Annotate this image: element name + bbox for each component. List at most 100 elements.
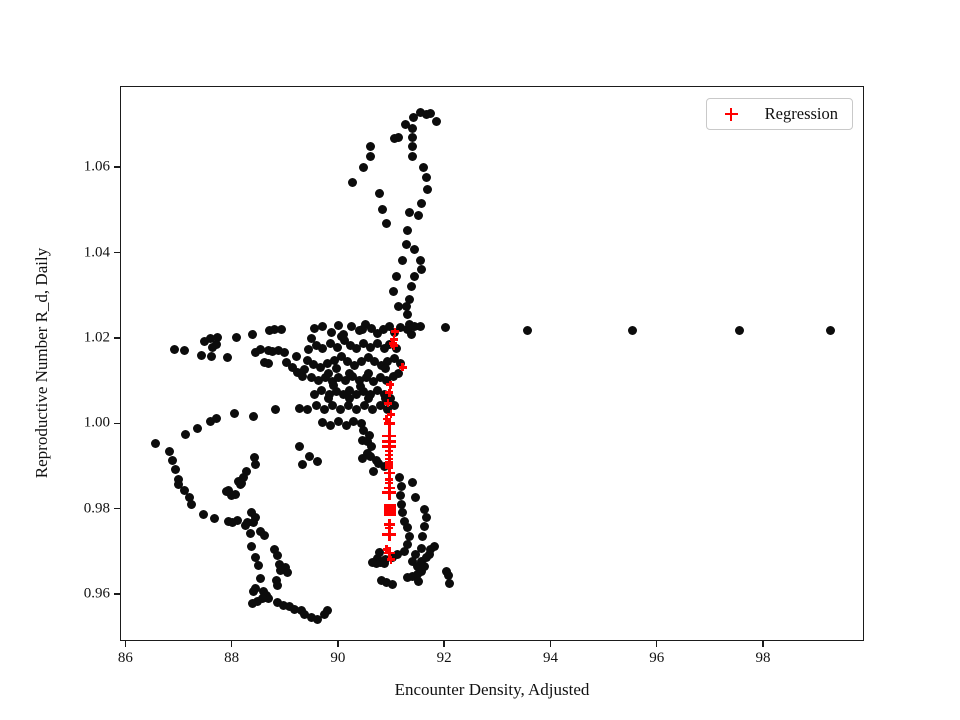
data-point [326,420,336,430]
regression-marker [388,339,397,348]
data-point [381,364,391,374]
data-point [408,133,418,143]
data-point [444,578,454,588]
data-point [345,341,355,351]
data-point [272,550,282,560]
data-point [416,543,426,553]
data-point [306,612,316,622]
data-point [241,467,251,477]
data-point [270,325,280,335]
x-tick-label: 90 [330,650,346,666]
legend-label: Regression [764,104,838,123]
data-point [295,441,305,451]
data-point [379,462,389,472]
data-point [407,282,417,292]
data-point [421,513,431,523]
data-point [421,173,431,183]
data-point [415,322,425,331]
data-point [417,264,427,274]
data-point [270,404,280,414]
data-point [325,338,335,348]
data-point [388,579,398,589]
data-point [411,549,421,559]
data-point [394,473,404,483]
data-point [382,219,392,229]
data-point [313,614,323,624]
data-point [187,500,197,510]
data-point [374,547,384,557]
data-point [318,321,328,331]
data-point [349,361,359,371]
data-point [399,516,409,526]
data-point [336,352,346,362]
data-point [270,544,280,554]
data-point [320,404,330,414]
data-point [398,508,408,518]
data-point [383,357,393,367]
data-point [274,346,284,356]
data-point [250,452,260,462]
data-point [628,326,638,336]
data-point [351,390,361,400]
data-point [367,441,377,451]
data-point [417,198,427,208]
data-point [826,326,836,336]
data-point [355,382,365,392]
data-point [249,412,259,422]
data-point [211,340,221,350]
data-point [239,473,249,483]
data-point [304,451,314,461]
x-tick [443,641,445,647]
data-point [329,381,339,391]
data-point [410,244,420,254]
data-point [273,580,283,590]
regression-marker [382,545,391,554]
data-point [151,438,161,448]
data-point [363,394,373,404]
data-point [389,286,399,296]
data-point [359,163,369,173]
data-point [416,556,426,566]
data-point [397,499,407,509]
data-point [348,372,358,382]
data-point [398,255,408,265]
regression-marker [383,417,395,429]
y-tick [114,422,120,425]
data-point [242,517,252,527]
data-point [251,552,261,562]
data-point [401,120,411,130]
data-point [345,394,354,404]
x-tick-label: 96 [649,650,665,666]
data-point [365,141,375,151]
data-point [245,529,255,539]
data-point [389,134,399,144]
data-point [390,401,400,411]
data-point [256,345,266,355]
data-point [345,368,354,378]
regression-marker [382,485,397,500]
data-point [379,325,389,335]
data-point [357,453,367,463]
data-point [253,560,263,570]
data-point [292,368,302,378]
data-point [263,593,273,603]
data-point [248,330,258,340]
data-point [403,310,413,320]
data-point [381,394,391,404]
data-point [402,226,412,236]
data-point [345,386,354,396]
data-point [317,386,327,396]
data-point [407,142,417,152]
data-point [366,342,376,352]
data-point [313,456,323,466]
data-point [410,272,420,282]
data-point [364,431,374,441]
data-point [391,344,401,354]
data-point [263,358,273,368]
y-tick [114,337,120,339]
data-point [413,561,423,571]
data-point [396,491,406,501]
data-point [374,459,384,469]
regression-marker [385,388,394,397]
